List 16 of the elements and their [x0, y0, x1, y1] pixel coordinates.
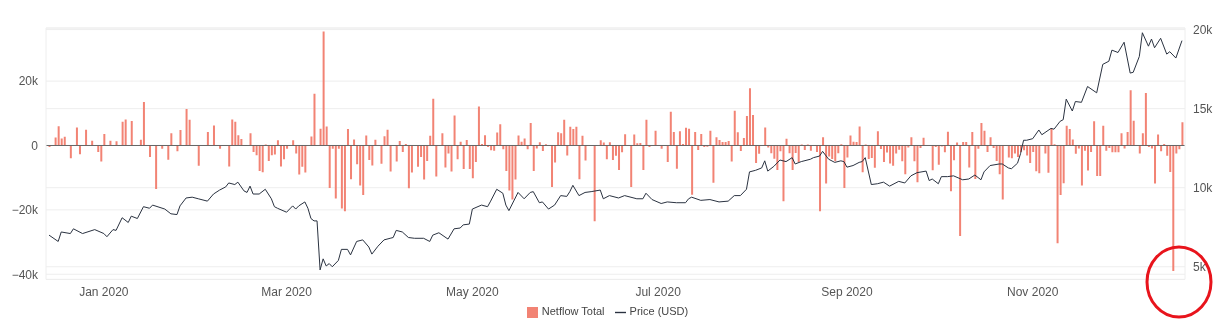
y2-tick-label: 15k	[1193, 101, 1214, 116]
y-tick-label: 20k	[18, 74, 39, 89]
y-tick-label: −40k	[11, 267, 39, 282]
x-tick-label: May 2020	[446, 284, 500, 299]
x-tick-label: Jan 2020	[79, 284, 129, 299]
y2-tick-label: 5k	[1193, 260, 1207, 275]
y-tick-label: 0	[31, 138, 39, 153]
y2-tick-label: 10k	[1193, 180, 1214, 195]
legend-label: Netflow Total	[541, 305, 605, 318]
x-tick-label: Jul 2020	[635, 284, 682, 299]
x-tick-label: Nov 2020	[1007, 284, 1059, 299]
y-tick-label: −20k	[11, 203, 39, 218]
legend-label: Price (USD)	[629, 305, 689, 318]
x-tick-label: Sep 2020	[821, 284, 873, 299]
y2-tick-label: 20k	[1193, 22, 1214, 37]
x-tick-label: Mar 2020	[261, 284, 313, 299]
